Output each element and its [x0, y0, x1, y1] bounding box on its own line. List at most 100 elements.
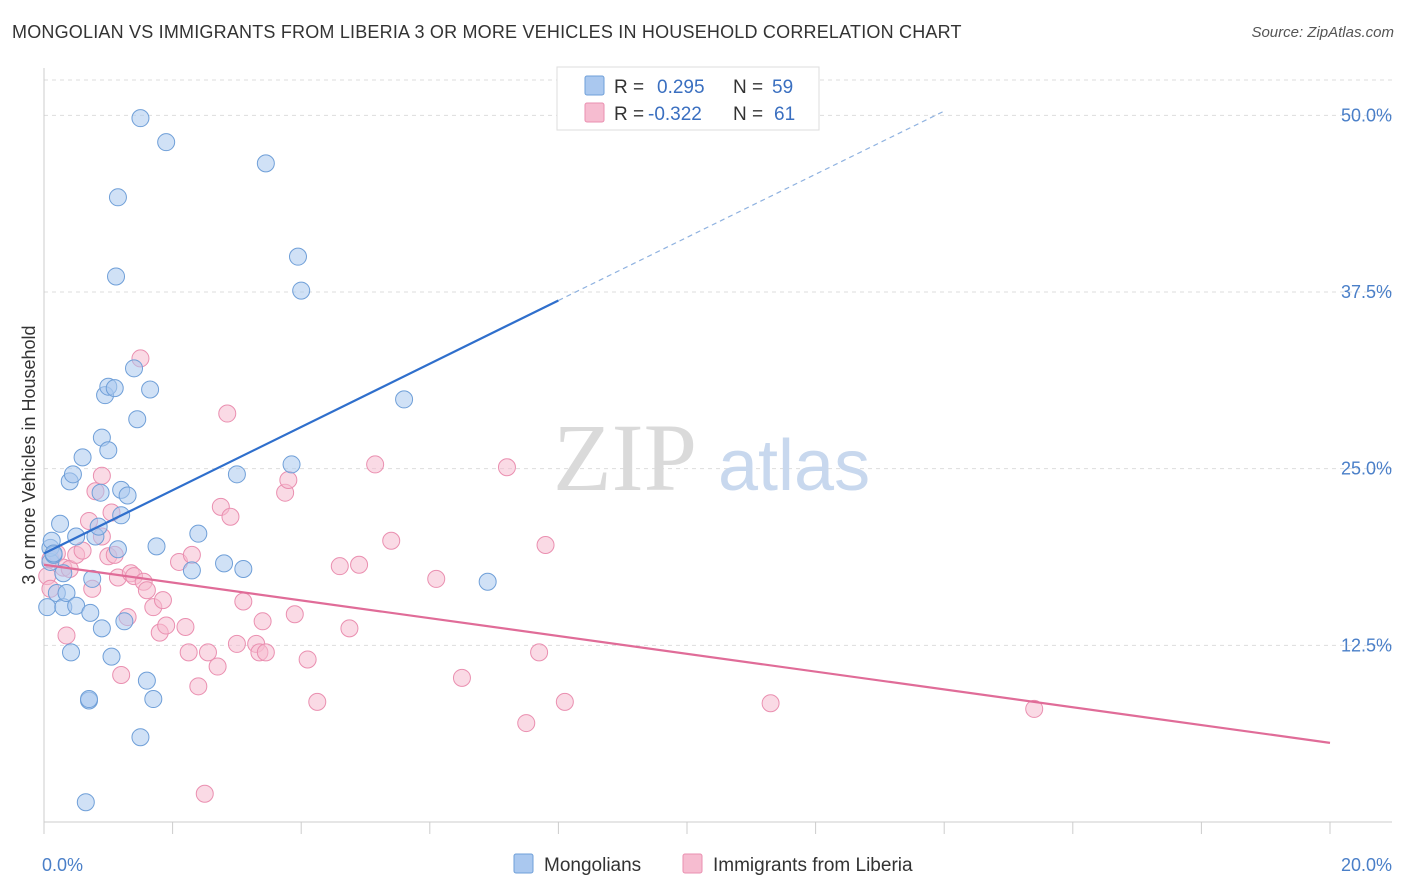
- data-point-liberia: [555, 692, 574, 711]
- data-point-mongolians: [395, 390, 414, 409]
- data-point-liberia: [57, 626, 76, 645]
- data-point-mongolians: [282, 455, 301, 474]
- data-point-liberia: [517, 714, 536, 733]
- data-point-liberia: [157, 616, 176, 635]
- series-legend-label-liberia: Immigrants from Liberia: [713, 855, 913, 876]
- legend-n-value-2: 61: [774, 104, 795, 125]
- data-point-liberia: [195, 784, 214, 803]
- series-legend-swatch-mongolians: [513, 853, 534, 874]
- data-point-liberia: [92, 466, 111, 485]
- x-tick-label: 20.0%: [1341, 855, 1392, 875]
- data-point-liberia: [176, 617, 195, 636]
- data-point-mongolians: [137, 671, 156, 690]
- legend-swatch-mongolians: [584, 75, 605, 96]
- watermark-atlas: atlas: [718, 426, 870, 506]
- data-point-liberia: [256, 643, 275, 662]
- data-point-mongolians: [189, 524, 208, 543]
- data-point-mongolians: [108, 188, 127, 207]
- data-point-mongolians: [147, 537, 166, 556]
- y-tick-label: 12.5%: [1341, 635, 1392, 655]
- data-point-mongolians: [234, 560, 253, 579]
- data-point-liberia: [298, 650, 317, 669]
- data-point-mongolians: [256, 154, 275, 173]
- x-tick-labels: 0.0% 20.0%: [42, 855, 1392, 875]
- data-point-liberia: [285, 605, 304, 624]
- data-point-mongolians: [131, 109, 150, 128]
- data-point-liberia: [330, 557, 349, 576]
- data-point-mongolians: [107, 267, 126, 286]
- data-point-mongolians: [288, 247, 307, 266]
- trendline-mongolians: [43, 299, 559, 555]
- watermark: ZIP atlas: [553, 404, 870, 511]
- data-point-liberia: [761, 694, 780, 713]
- data-point-liberia: [189, 677, 208, 696]
- data-point-mongolians: [128, 410, 147, 429]
- trendlines: [43, 110, 1331, 744]
- y-tick-label: 25.0%: [1341, 459, 1392, 479]
- series-legend-label-mongolians: Mongolians: [544, 855, 641, 876]
- data-point-mongolians: [76, 793, 95, 812]
- data-point-liberia: [530, 643, 549, 662]
- data-point-liberia: [382, 531, 401, 550]
- data-point-mongolians: [131, 728, 150, 747]
- source-label: Source: ZipAtlas.com: [1251, 24, 1394, 41]
- data-point-liberia: [153, 591, 172, 610]
- data-point-liberia: [182, 545, 201, 564]
- series-legend: Mongolians Immigrants from Liberia: [513, 853, 913, 876]
- data-point-mongolians: [67, 596, 86, 615]
- trendline-mongolians-extension: [558, 110, 945, 302]
- data-point-mongolians: [105, 379, 124, 398]
- data-point-liberia: [536, 535, 555, 554]
- data-point-mongolians: [118, 486, 137, 505]
- legend-swatch-liberia: [584, 102, 605, 123]
- data-point-mongolians: [125, 359, 144, 378]
- legend-r-label-1: R =: [614, 77, 644, 98]
- data-point-mongolians: [91, 483, 110, 502]
- legend-n-value-1: 59: [772, 77, 793, 98]
- data-point-mongolians: [80, 690, 99, 709]
- data-point-mongolians: [227, 465, 246, 484]
- data-point-liberia: [308, 692, 327, 711]
- legend-n-label-2: N =: [733, 104, 763, 125]
- data-point-mongolians: [102, 647, 121, 666]
- y-tick-label: 37.5%: [1341, 282, 1392, 302]
- legend-r-value-1: 0.295: [657, 77, 705, 98]
- data-point-liberia: [208, 657, 227, 676]
- data-point-mongolians: [292, 281, 311, 300]
- watermark-zip: ZIP: [553, 404, 697, 511]
- data-point-mongolians: [51, 514, 70, 533]
- data-point-liberia: [221, 507, 240, 526]
- data-point-liberia: [198, 643, 217, 662]
- correlation-legend: R = 0.295 N = 59 R = -0.322 N = 61: [556, 66, 820, 131]
- data-point-mongolians: [99, 441, 118, 460]
- data-point-mongolians: [215, 554, 234, 573]
- legend-n-label-1: N =: [733, 77, 763, 98]
- series-legend-swatch-liberia: [682, 853, 703, 874]
- data-point-mongolians: [144, 690, 163, 709]
- data-point-liberia: [227, 634, 246, 653]
- data-point-liberia: [452, 668, 471, 687]
- x-tick-label: 0.0%: [42, 855, 83, 875]
- y-axis-label: 3 or more Vehicles in Household: [19, 325, 39, 584]
- trendline-liberia: [43, 563, 1331, 744]
- y-tick-label: 50.0%: [1341, 105, 1392, 125]
- data-point-liberia: [137, 581, 156, 600]
- data-point-mongolians: [73, 448, 92, 467]
- data-point-liberia: [350, 555, 369, 574]
- data-point-liberia: [218, 404, 237, 423]
- data-point-liberia: [340, 619, 359, 638]
- data-point-liberia: [427, 569, 446, 588]
- data-point-mongolians: [57, 584, 76, 603]
- data-point-mongolians: [115, 612, 134, 631]
- data-point-mongolians: [108, 540, 127, 559]
- data-point-mongolians: [157, 133, 176, 152]
- legend-r-value-2: -0.322: [648, 104, 702, 125]
- axes: [43, 68, 1392, 834]
- data-point-liberia: [366, 455, 385, 474]
- chart-title: MONGOLIAN VS IMMIGRANTS FROM LIBERIA 3 O…: [12, 22, 962, 42]
- legend-r-label-2: R =: [614, 104, 644, 125]
- data-point-liberia: [497, 458, 516, 477]
- data-point-liberia: [234, 592, 253, 611]
- data-point-liberia: [112, 666, 131, 685]
